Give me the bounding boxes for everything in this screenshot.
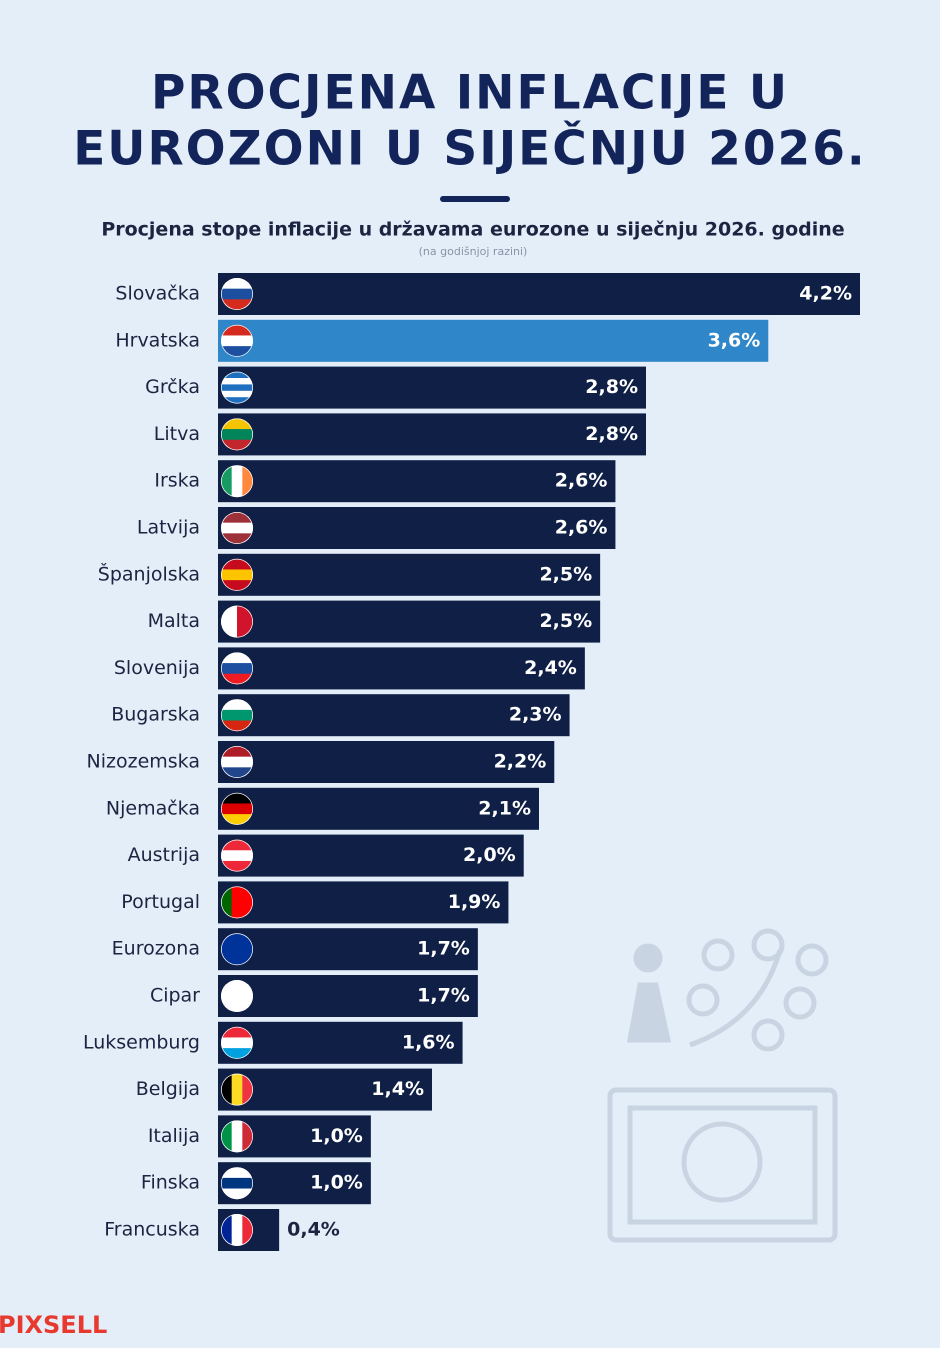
subtitle: Procjena stope inflacije u državama euro… <box>101 219 844 241</box>
value-label: 2,8% <box>585 423 638 445</box>
value-label: 4,2% <box>799 283 852 305</box>
bar <box>218 1021 463 1064</box>
category-label: Španjolska <box>98 561 200 585</box>
bar <box>218 881 509 924</box>
value-label: 1,6% <box>402 1031 455 1053</box>
credit: PIXSELL <box>0 1311 107 1339</box>
flag-icon <box>221 886 253 919</box>
value-label: 1,0% <box>310 1125 363 1147</box>
bar <box>218 273 860 315</box>
bar <box>218 1068 432 1111</box>
value-label: 2,4% <box>524 657 577 679</box>
flag-icon <box>221 418 253 451</box>
chart-title: EUROZONI U SIJEČNJU 2026. <box>73 122 867 177</box>
flag-icon <box>221 1120 253 1153</box>
bar <box>218 741 555 783</box>
flag-icon <box>221 980 253 1012</box>
category-label: Grčka <box>145 376 200 398</box>
bar <box>218 600 601 643</box>
value-label: 2,8% <box>585 376 638 398</box>
bar <box>218 834 524 877</box>
flag-icon <box>221 792 253 825</box>
category-label: Italija <box>148 1125 200 1147</box>
flag-icon <box>221 278 253 310</box>
category-label: Francuska <box>104 1219 200 1241</box>
flag-icon <box>221 324 253 357</box>
bar <box>218 507 616 549</box>
bar <box>218 366 646 409</box>
bar <box>218 975 478 1017</box>
value-label: 0,4% <box>287 1219 340 1241</box>
category-label: Cipar <box>150 985 200 1007</box>
flag-icon <box>221 1167 253 1200</box>
category-label: Austrija <box>128 844 200 866</box>
bar <box>218 787 539 830</box>
category-label: Finska <box>141 1172 200 1194</box>
category-label: Bugarska <box>111 704 200 726</box>
category-label: Luksemburg <box>83 1031 200 1053</box>
bar <box>218 460 616 503</box>
flag-icon <box>221 699 253 732</box>
category-label: Nizozemska <box>87 751 200 773</box>
flag-icon <box>221 1214 253 1246</box>
flag-icon <box>221 1073 253 1106</box>
flag-icon <box>221 746 253 778</box>
value-label: 1,4% <box>371 1078 424 1100</box>
value-label: 2,1% <box>478 797 531 819</box>
bar <box>218 694 570 737</box>
chart-title: PROCJENA INFLACIJE U <box>151 66 789 121</box>
flag-icon <box>221 933 253 966</box>
category-label: Irska <box>154 470 200 492</box>
category-label: Portugal <box>121 891 200 913</box>
value-label: 2,6% <box>555 470 608 492</box>
decor-icon <box>607 928 838 1243</box>
category-label: Njemačka <box>106 797 200 819</box>
flag-icon <box>221 1026 253 1059</box>
flag-icon <box>221 652 253 685</box>
category-label: Malta <box>148 610 200 632</box>
flag-icon <box>221 512 253 544</box>
divider <box>440 196 510 202</box>
category-label: Slovenija <box>114 657 200 679</box>
category-label: Eurozona <box>112 938 200 960</box>
bar <box>218 647 585 690</box>
value-label: 2,6% <box>555 517 608 539</box>
flag-icon <box>221 839 253 872</box>
value-label: 1,7% <box>417 985 470 1007</box>
flag-icon <box>221 465 253 498</box>
flag-icon <box>221 371 253 404</box>
category-label: Latvija <box>137 517 200 539</box>
value-label: 2,5% <box>539 563 592 585</box>
value-label: 2,0% <box>463 844 516 866</box>
category-label: Belgija <box>136 1078 200 1100</box>
value-label: 1,7% <box>417 938 470 960</box>
value-label: 1,0% <box>310 1172 363 1194</box>
value-label: 3,6% <box>708 329 761 351</box>
category-label: Hrvatska <box>115 329 200 351</box>
bar <box>218 413 646 456</box>
category-label: Slovačka <box>115 283 200 305</box>
bar <box>218 553 601 596</box>
category-label: Litva <box>154 423 200 445</box>
value-label: 2,5% <box>539 610 592 632</box>
value-label: 2,3% <box>509 704 562 726</box>
note: (na godišnjoj razini) <box>419 245 528 258</box>
flag-icon <box>221 605 253 638</box>
bar <box>218 928 478 971</box>
value-label: 2,2% <box>494 751 547 773</box>
value-label: 1,9% <box>448 891 501 913</box>
bar <box>218 319 769 362</box>
flag-icon <box>221 558 253 591</box>
